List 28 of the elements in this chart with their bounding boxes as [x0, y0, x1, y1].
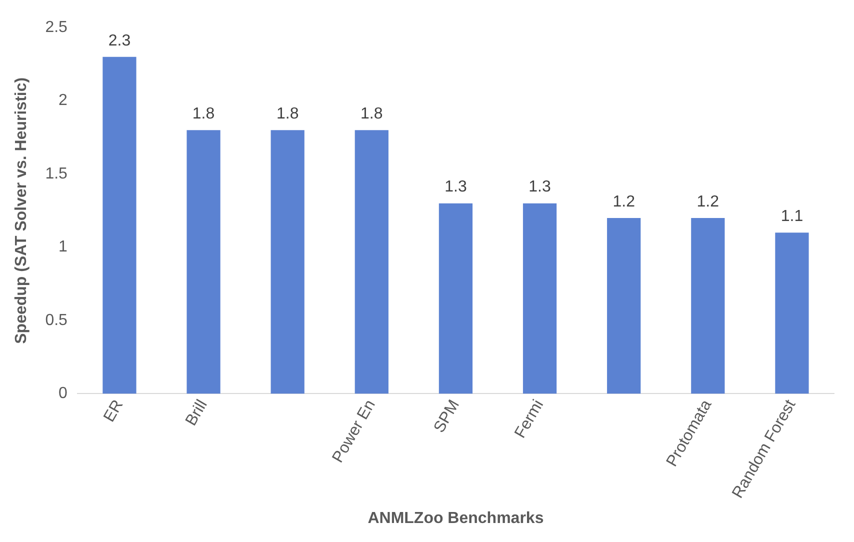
bar [607, 218, 641, 394]
x-tick-label: ER [100, 397, 127, 425]
data-label: 1.3 [444, 178, 467, 196]
y-axis-title: Speedup (SAT Solver vs. Heuristic) [13, 77, 30, 344]
data-label: 1.8 [276, 106, 299, 123]
y-tick-label: 2 [58, 92, 68, 110]
y-tick-label: 1 [58, 238, 68, 256]
bar [522, 203, 557, 394]
y-tick-label: 2.5 [45, 19, 68, 36]
bar [354, 130, 388, 394]
data-label: 1.3 [528, 178, 551, 196]
bar [270, 130, 304, 394]
y-tick-label: 0 [58, 385, 68, 402]
x-axis-title: ANMLZoo Benchmarks [368, 510, 544, 527]
bar [102, 56, 136, 394]
data-label: 1.2 [696, 193, 720, 210]
data-label: 1.2 [612, 193, 636, 210]
x-tick-label: Brill [182, 397, 211, 429]
bar [775, 232, 809, 394]
bar [186, 130, 220, 394]
bar [691, 218, 725, 394]
data-label: 1.8 [360, 106, 383, 123]
data-label: 1.1 [780, 208, 804, 226]
y-tick-label: 1.5 [45, 165, 68, 182]
y-tick-label: 0.5 [45, 312, 68, 329]
data-label: 2.3 [108, 32, 131, 50]
bar [438, 203, 473, 394]
data-label: 1.8 [192, 106, 215, 123]
